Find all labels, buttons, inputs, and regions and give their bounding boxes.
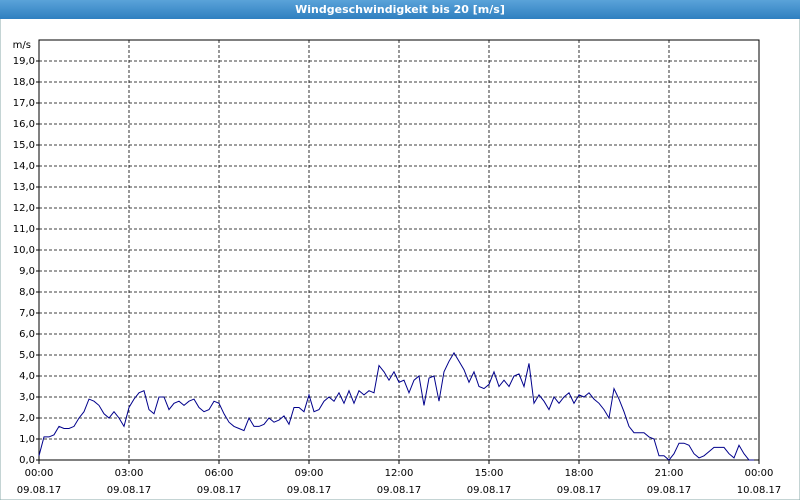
chart-title: Windgeschwindigkeit bis 20 [m/s]: [295, 3, 505, 16]
y-tick-label: 0,0: [19, 455, 35, 466]
x-tick-label: 15:00: [475, 468, 504, 479]
y-tick-label: 14,0: [13, 161, 35, 172]
y-tick-label: 11,0: [13, 224, 35, 235]
y-tick-label: 8,0: [19, 287, 35, 298]
x-tick-date: 09.08.17: [377, 485, 422, 496]
x-tick-label: 21:00: [655, 468, 684, 479]
y-tick-label: 17,0: [13, 98, 35, 109]
x-tick-label: 03:00: [115, 468, 144, 479]
x-tick-label: 00:00: [25, 468, 54, 479]
y-tick-label: 6,0: [19, 329, 35, 340]
x-tick-date: 09.08.17: [647, 485, 692, 496]
y-tick-label: 1,0: [19, 434, 35, 445]
x-tick-date: 09.08.17: [107, 485, 152, 496]
y-tick-label: 18,0: [13, 77, 35, 88]
y-tick-label: 7,0: [19, 308, 35, 319]
x-tick-label: 09:00: [295, 468, 324, 479]
x-tick-date: 09.08.17: [17, 485, 62, 496]
plot-frame: [38, 39, 760, 461]
y-tick-label: 13,0: [13, 182, 35, 193]
x-tick-label: 06:00: [205, 468, 234, 479]
x-tick-label: 18:00: [565, 468, 594, 479]
y-tick-label: 4,0: [19, 371, 35, 382]
data-line: [38, 351, 754, 461]
title-bar: [0, 0, 800, 19]
x-tick-label: 00:00: [745, 468, 774, 479]
y-tick-label: 12,0: [13, 203, 35, 214]
y-tick-label: 19,0: [13, 56, 35, 67]
x-tick-label: 12:00: [385, 468, 414, 479]
y-tick-label: 16,0: [13, 119, 35, 130]
x-tick-date: 09.08.17: [467, 485, 512, 496]
y-tick-label: 3,0: [19, 392, 35, 403]
x-tick-date: 09.08.17: [197, 485, 242, 496]
y-tick-label: 2,0: [19, 413, 35, 424]
x-tick-date: 09.08.17: [287, 485, 332, 496]
y-tick-label: 15,0: [13, 140, 35, 151]
x-tick-date: 10.08.17: [737, 485, 782, 496]
y-tick-label: 5,0: [19, 350, 35, 361]
y-tick-label: 9,0: [19, 266, 35, 277]
y-unit-label: m/s: [13, 40, 31, 51]
y-tick-label: 10,0: [13, 245, 35, 256]
x-tick-date: 09.08.17: [557, 485, 602, 496]
